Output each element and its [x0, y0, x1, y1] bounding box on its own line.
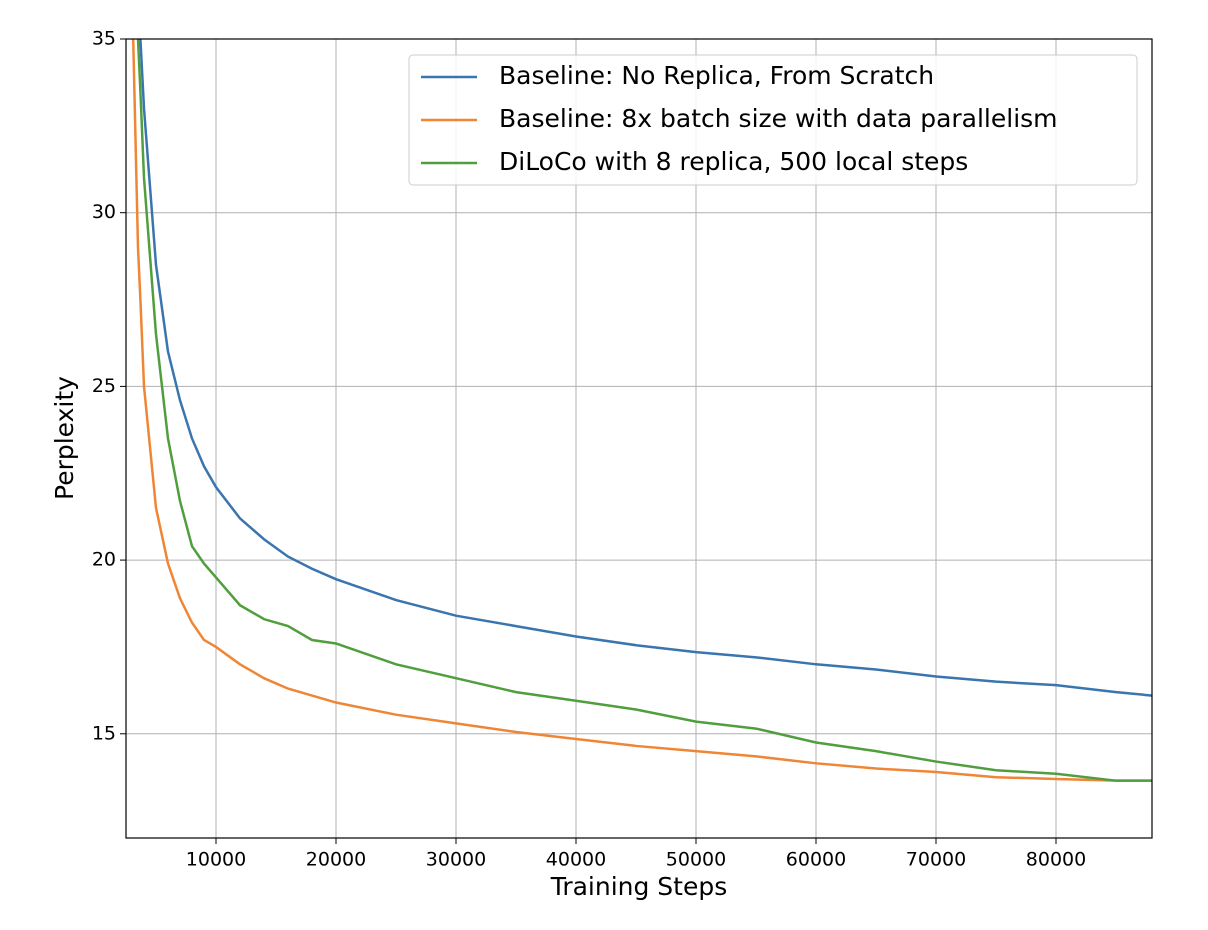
- x-tick-label: 80000: [1026, 849, 1086, 871]
- x-tick-label: 50000: [666, 849, 726, 871]
- y-tick-label: 25: [92, 375, 116, 397]
- x-axis-label: Training Steps: [550, 872, 728, 901]
- x-tick-label: 70000: [906, 849, 966, 871]
- data-line: [139, 39, 1152, 697]
- x-tick-label: 10000: [186, 849, 246, 871]
- legend-label: DiLoCo with 8 replica, 500 local steps: [499, 147, 968, 176]
- y-tick-label: 30: [92, 201, 116, 223]
- legend-label: Baseline: 8x batch size with data parall…: [499, 104, 1058, 133]
- y-tick-label: 35: [92, 28, 116, 50]
- x-tick-label: 30000: [426, 849, 486, 871]
- y-tick-label: 20: [92, 549, 116, 571]
- y-axis-label: Perplexity: [50, 376, 79, 500]
- x-tick-label: 40000: [546, 849, 606, 871]
- data-line: [131, 39, 1152, 782]
- data-line: [136, 39, 1152, 782]
- legend-label: Baseline: No Replica, From Scratch: [499, 61, 934, 90]
- x-tick-label: 60000: [786, 849, 846, 871]
- x-tick-label: 20000: [306, 849, 366, 871]
- legend-box: [408, 54, 1138, 186]
- y-tick-label: 15: [92, 722, 116, 744]
- plot-frame: [125, 38, 1153, 839]
